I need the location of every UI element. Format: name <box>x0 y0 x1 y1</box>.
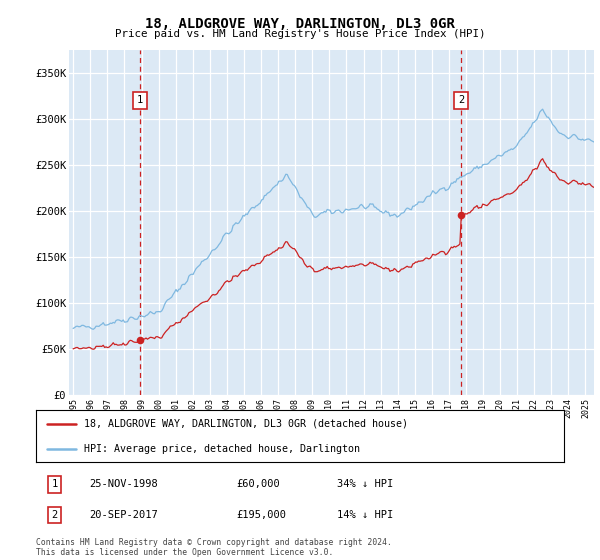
Text: 1: 1 <box>137 95 143 105</box>
Text: £60,000: £60,000 <box>236 479 280 489</box>
Point <box>135 336 145 345</box>
Text: 20-SEP-2017: 20-SEP-2017 <box>89 510 158 520</box>
Text: £195,000: £195,000 <box>236 510 287 520</box>
Text: 18, ALDGROVE WAY, DARLINGTON, DL3 0GR (detached house): 18, ALDGROVE WAY, DARLINGTON, DL3 0GR (d… <box>83 419 407 429</box>
Text: Contains HM Land Registry data © Crown copyright and database right 2024.
This d: Contains HM Land Registry data © Crown c… <box>36 538 392 557</box>
Text: 25-NOV-1998: 25-NOV-1998 <box>89 479 158 489</box>
Text: 34% ↓ HPI: 34% ↓ HPI <box>337 479 393 489</box>
Text: 14% ↓ HPI: 14% ↓ HPI <box>337 510 393 520</box>
Text: 2: 2 <box>52 510 58 520</box>
Text: 1: 1 <box>52 479 58 489</box>
Text: 18, ALDGROVE WAY, DARLINGTON, DL3 0GR: 18, ALDGROVE WAY, DARLINGTON, DL3 0GR <box>145 17 455 31</box>
Text: 2: 2 <box>458 95 464 105</box>
Text: HPI: Average price, detached house, Darlington: HPI: Average price, detached house, Darl… <box>83 444 359 454</box>
Text: Price paid vs. HM Land Registry's House Price Index (HPI): Price paid vs. HM Land Registry's House … <box>115 29 485 39</box>
Point <box>457 211 466 220</box>
